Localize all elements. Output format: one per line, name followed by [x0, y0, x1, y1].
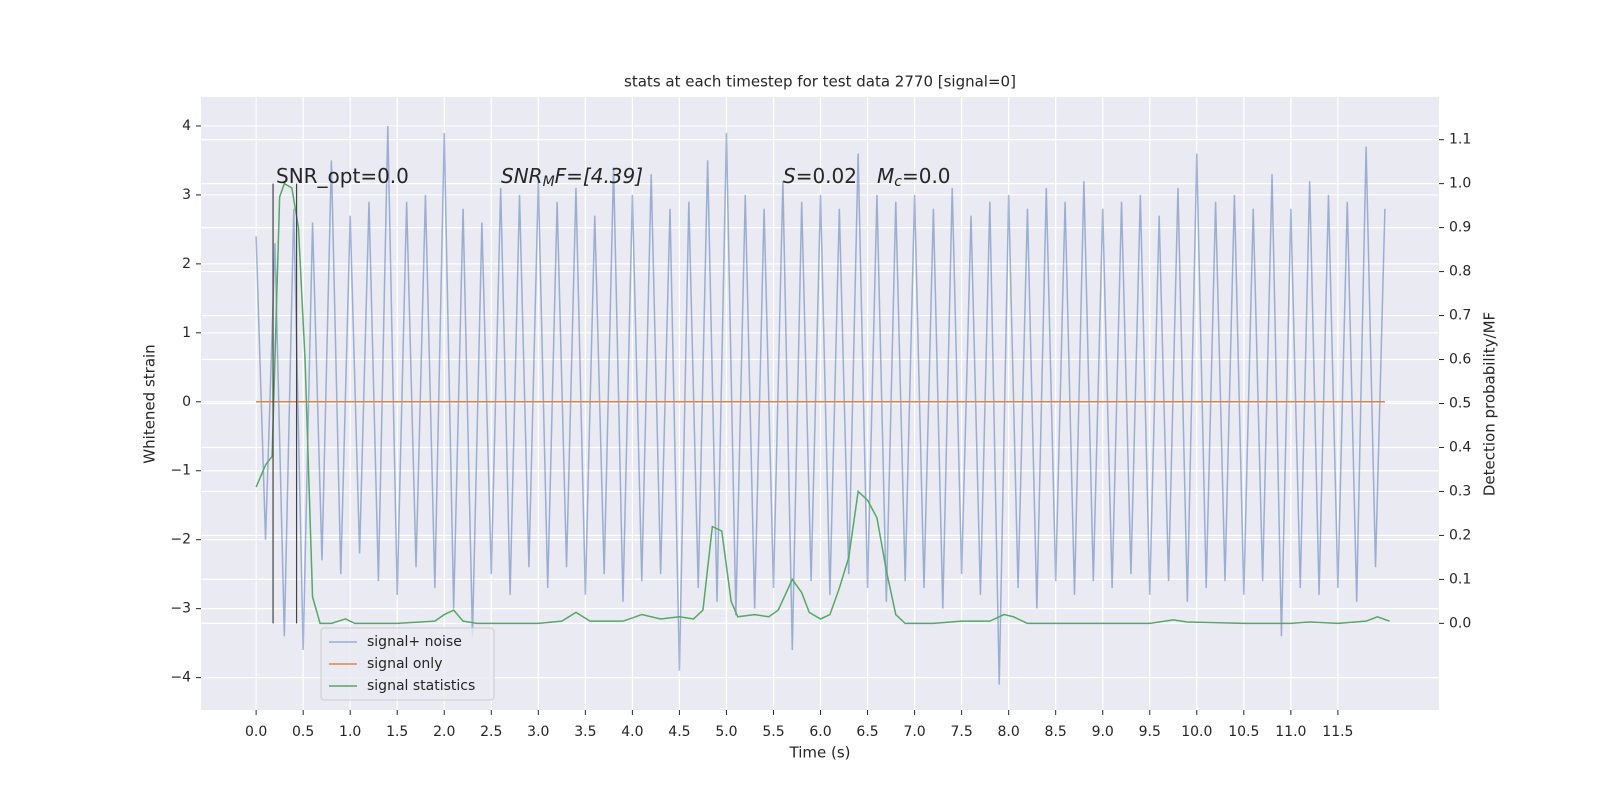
x-tick-label: 5.0	[715, 724, 737, 740]
x-tick-label: 11.0	[1275, 724, 1306, 740]
y2-tick-label: 0.6	[1449, 352, 1471, 368]
y2-axis-label: Detection probability/MF	[1481, 312, 1499, 496]
annotation-text: S	[783, 164, 796, 188]
y2-tick-label: 1.0	[1449, 176, 1471, 192]
x-tick-label: 8.0	[998, 724, 1020, 740]
annotation-text: F=[4.39]	[555, 164, 643, 188]
x-tick-label: 6.5	[856, 724, 878, 740]
y-tick-label: 4	[182, 118, 191, 134]
x-tick-label: 1.5	[386, 724, 408, 740]
annotation-text: =0.0	[902, 164, 951, 188]
x-tick-label: 11.5	[1322, 724, 1353, 740]
series-line	[255, 182, 1390, 625]
y2-tick-label: 0.5	[1449, 396, 1471, 412]
y-tick-label: −4	[170, 670, 191, 686]
x-tick-label: 7.5	[950, 724, 972, 740]
annotation-text: SNR_opt=0.0	[276, 164, 409, 188]
annotation: SNR_opt=0.0	[276, 164, 409, 188]
x-tick-label: 9.0	[1092, 724, 1114, 740]
x-tick-label: 3.0	[527, 724, 549, 740]
x-tick-label: 10.0	[1181, 724, 1212, 740]
legend-label: signal only	[367, 656, 442, 672]
y-tick-label: −2	[170, 532, 191, 548]
y2-tick-label: 0.2	[1449, 527, 1471, 543]
legend-label: signal+ noise	[367, 634, 462, 650]
x-tick-label: 3.5	[574, 724, 596, 740]
annotation-text: =0.02	[796, 164, 857, 188]
chart-title: stats at each timestep for test data 277…	[624, 73, 1016, 91]
legend-box	[320, 627, 495, 701]
x-tick-label: 5.5	[762, 724, 784, 740]
annotation-text: M	[877, 164, 894, 188]
annotation: SNRMF=[4.39]	[501, 164, 643, 191]
y-tick-label: −3	[170, 601, 191, 617]
marks	[255, 125, 1390, 685]
annotation-subscript: c	[894, 174, 902, 190]
annotation-subscript: M	[543, 174, 555, 190]
y2-tick-label: 1.1	[1449, 132, 1471, 148]
y2-tick-label: 0.0	[1449, 615, 1471, 631]
x-tick-label: 4.5	[668, 724, 690, 740]
x-tick-label: 6.0	[809, 724, 831, 740]
x-tick-label: 2.0	[433, 724, 455, 740]
series-line	[255, 125, 1386, 685]
x-tick-label: 0.5	[292, 724, 314, 740]
y-axis-label: Whitened strain	[141, 344, 159, 463]
y2-tick-label: 0.1	[1449, 571, 1471, 587]
y-tick-label: 3	[182, 187, 191, 203]
x-tick-label: 4.0	[621, 724, 643, 740]
y-tick-label: 1	[182, 325, 191, 341]
x-tick-label: 1.0	[339, 724, 361, 740]
y-tick-label: 2	[182, 256, 191, 272]
annotation: S=0.02	[783, 164, 857, 188]
legend: signal+ noise signal only signal statistic…	[320, 627, 495, 701]
legend-label: signal statistics	[367, 678, 475, 694]
y2-tick-label: 0.4	[1449, 439, 1471, 455]
x-tick-label: 7.0	[903, 724, 925, 740]
annotation: Mc=0.0	[877, 164, 951, 191]
y2-tick-label: 0.9	[1449, 220, 1471, 236]
y2-tick-label: 0.3	[1449, 483, 1471, 499]
y2-tick-label: 0.7	[1449, 308, 1471, 324]
x-tick-label: 0.0	[245, 724, 267, 740]
x-tick-label: 10.5	[1228, 724, 1259, 740]
y-tick-label: −1	[170, 463, 191, 479]
x-tick-label: 2.5	[480, 724, 502, 740]
annotation-text: SNR	[501, 164, 543, 188]
x-tick-label: 8.5	[1045, 724, 1067, 740]
y-tick-label: 0	[182, 394, 191, 410]
x-axis-label: Time (s)	[789, 744, 851, 762]
x-tick-label: 9.5	[1139, 724, 1161, 740]
y2-tick-label: 0.8	[1449, 264, 1471, 280]
